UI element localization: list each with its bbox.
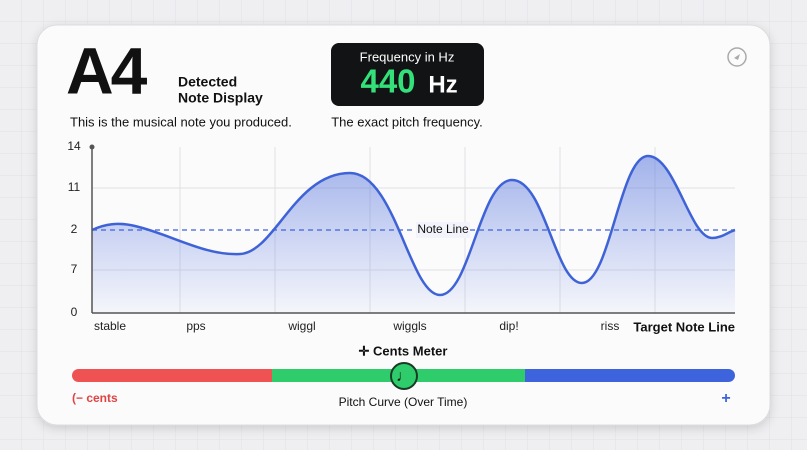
- meter-negative: [72, 369, 282, 382]
- frequency-box: [331, 43, 484, 106]
- note-label: Detected: [178, 74, 237, 90]
- meter-caption: Pitch Curve (Over Time): [339, 395, 468, 409]
- x-label: pps: [186, 319, 205, 333]
- meter-positive: [525, 369, 735, 382]
- note-name: A4: [66, 33, 148, 107]
- card: [36, 24, 771, 426]
- settings-icon[interactable]: [727, 47, 747, 67]
- frequency-unit: Hz: [428, 71, 457, 98]
- meter-right-label: +: [721, 390, 730, 407]
- pitch-curve: [91, 154, 736, 297]
- meter-left-label: (− cents: [72, 391, 118, 405]
- indicator-glyph: ♩: [396, 368, 412, 385]
- y-label: 11: [68, 180, 81, 194]
- y-label: 0: [71, 305, 78, 319]
- legend-label: Target Note Line: [633, 319, 735, 334]
- meter-indicator[interactable]: [390, 362, 418, 390]
- y-label: 14: [67, 139, 81, 153]
- x-label: dip!: [499, 319, 518, 333]
- pitch-area: [92, 156, 735, 313]
- meter-positive-join: [525, 369, 537, 382]
- frequency-caption: The exact pitch frequency.: [331, 114, 483, 129]
- y-axis-cap: [89, 144, 95, 150]
- y-labels: 14 11 2 7 0: [67, 139, 81, 319]
- y-label: 2: [71, 222, 78, 236]
- x-label: riss: [601, 319, 620, 333]
- x-label: stable: [94, 319, 126, 333]
- x-labels: stable pps wiggl wiggls dip! riss: [94, 319, 619, 333]
- y-label: 7: [71, 262, 78, 276]
- settings-icon-glyph: [734, 54, 740, 60]
- reference-label: Note Line: [417, 222, 469, 236]
- meter-title: ✛ Cents Meter: [359, 343, 448, 358]
- frequency-value: 440: [360, 63, 415, 100]
- reference-label-bg: [416, 222, 470, 238]
- note-caption: This is the musical note you produced.: [70, 114, 292, 129]
- note-label: Note Display: [178, 90, 263, 106]
- x-label: wiggls: [392, 319, 426, 333]
- frequency-title: Frequency in Hz: [360, 49, 455, 64]
- x-label: wiggl: [287, 319, 315, 333]
